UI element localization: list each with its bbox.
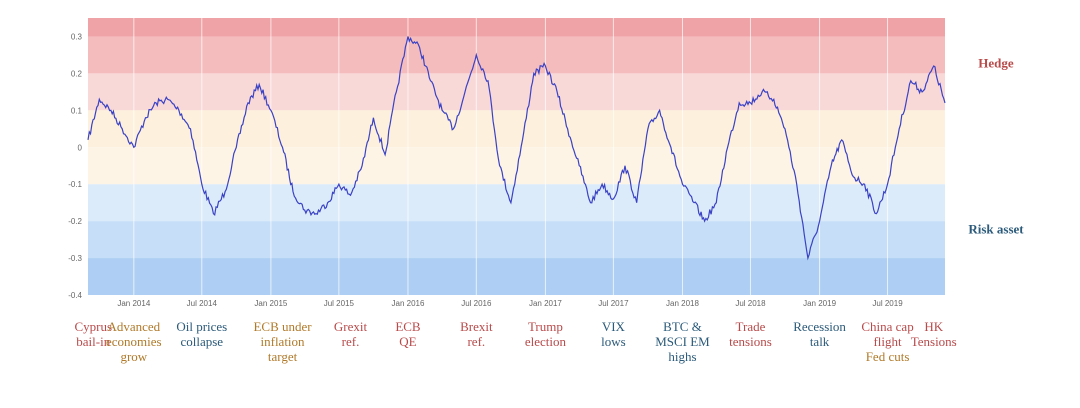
series-line xyxy=(87,36,946,261)
x-tick-label: Jan 2019 xyxy=(803,299,836,308)
zone-band-7 xyxy=(88,258,945,295)
x-tick-label: Jul 2016 xyxy=(461,299,492,308)
y-tick-label: -0.3 xyxy=(68,254,82,263)
event-label-line: Recession xyxy=(793,319,846,334)
zone-label-0: Hedge xyxy=(978,55,1014,70)
event-label-line: China cap xyxy=(861,319,913,334)
x-tick-label: Jan 2015 xyxy=(254,299,287,308)
x-tick-label: Jul 2014 xyxy=(187,299,218,308)
event-label-line: BTC & xyxy=(663,319,702,334)
event-label-line: Tensions xyxy=(911,334,957,349)
y-axis-ticks: 0.3 0.2 0.1 0 -0.1 -0.2 -0.3 -0.4 xyxy=(68,32,82,300)
event-label-line: VIX xyxy=(602,319,626,334)
zone-labels: Hedge Risk asset xyxy=(968,55,1024,236)
x-tick-label: Jan 2017 xyxy=(529,299,562,308)
zone-band-1 xyxy=(88,36,945,74)
vertical-gridlines xyxy=(133,18,889,295)
y-tick-label: 0.3 xyxy=(71,32,83,41)
event-label-line: election xyxy=(525,334,567,349)
x-tick-label: Jul 2017 xyxy=(598,299,629,308)
zone-band-4 xyxy=(88,147,945,185)
event-label-line: highs xyxy=(668,349,696,364)
x-tick-label: Jul 2019 xyxy=(872,299,903,308)
event-label-line: talk xyxy=(810,334,830,349)
y-tick-label: 0 xyxy=(78,143,83,152)
event-label-line: bail-in xyxy=(76,334,110,349)
event-label-line: lows xyxy=(601,334,626,349)
x-tick-label: Jan 2016 xyxy=(392,299,425,308)
y-tick-label: -0.2 xyxy=(68,217,82,226)
zone-band-3 xyxy=(88,110,945,148)
event-label-line: flight xyxy=(873,334,902,349)
event-label-line: Trump xyxy=(528,319,563,334)
event-label-line: Brexit xyxy=(460,319,493,334)
event-label-line: ref. xyxy=(342,334,360,349)
zone-label-1: Risk asset xyxy=(968,222,1024,237)
zone-band-0 xyxy=(88,18,945,37)
event-label-line: Advanced xyxy=(107,319,160,334)
x-tick-label: Jan 2014 xyxy=(117,299,150,308)
zone-band-5 xyxy=(88,184,945,222)
y-tick-label: -0.1 xyxy=(68,180,82,189)
event-label-line: inflation xyxy=(261,334,306,349)
event-label-line: QE xyxy=(399,334,416,349)
event-label-line: grow xyxy=(120,349,147,364)
event-label-line: target xyxy=(268,349,298,364)
event-label-line: tensions xyxy=(729,334,772,349)
event-label-line: economies xyxy=(106,334,162,349)
zone-band-6 xyxy=(88,221,945,259)
event-label-line: collapse xyxy=(180,334,223,349)
event-label-line: HK xyxy=(924,319,943,334)
event-label-line: MSCI EM xyxy=(655,334,710,349)
x-tick-label: Jan 2018 xyxy=(666,299,699,308)
zone-bands xyxy=(88,18,945,295)
x-tick-label: Jul 2018 xyxy=(735,299,766,308)
event-label-line: ECB xyxy=(395,319,421,334)
event-label-line: Trade xyxy=(736,319,766,334)
event-label-line: Fed cuts xyxy=(866,349,910,364)
event-label-line: Oil prices xyxy=(176,319,227,334)
x-tick-label: Jul 2015 xyxy=(324,299,355,308)
event-label-line: Grexit xyxy=(334,319,368,334)
event-label-line: ref. xyxy=(467,334,485,349)
event-label-line: Cyprus xyxy=(74,319,112,334)
y-tick-label: -0.4 xyxy=(68,291,82,300)
y-tick-label: 0.2 xyxy=(71,69,83,78)
zone-band-2 xyxy=(88,73,945,111)
event-label-line: ECB under xyxy=(253,319,312,334)
y-tick-label: 0.1 xyxy=(71,106,83,115)
x-axis-ticks: Jan 2014 Jul 2014 Jan 2015 Jul 2015 Jan 2016… xyxy=(117,299,903,308)
